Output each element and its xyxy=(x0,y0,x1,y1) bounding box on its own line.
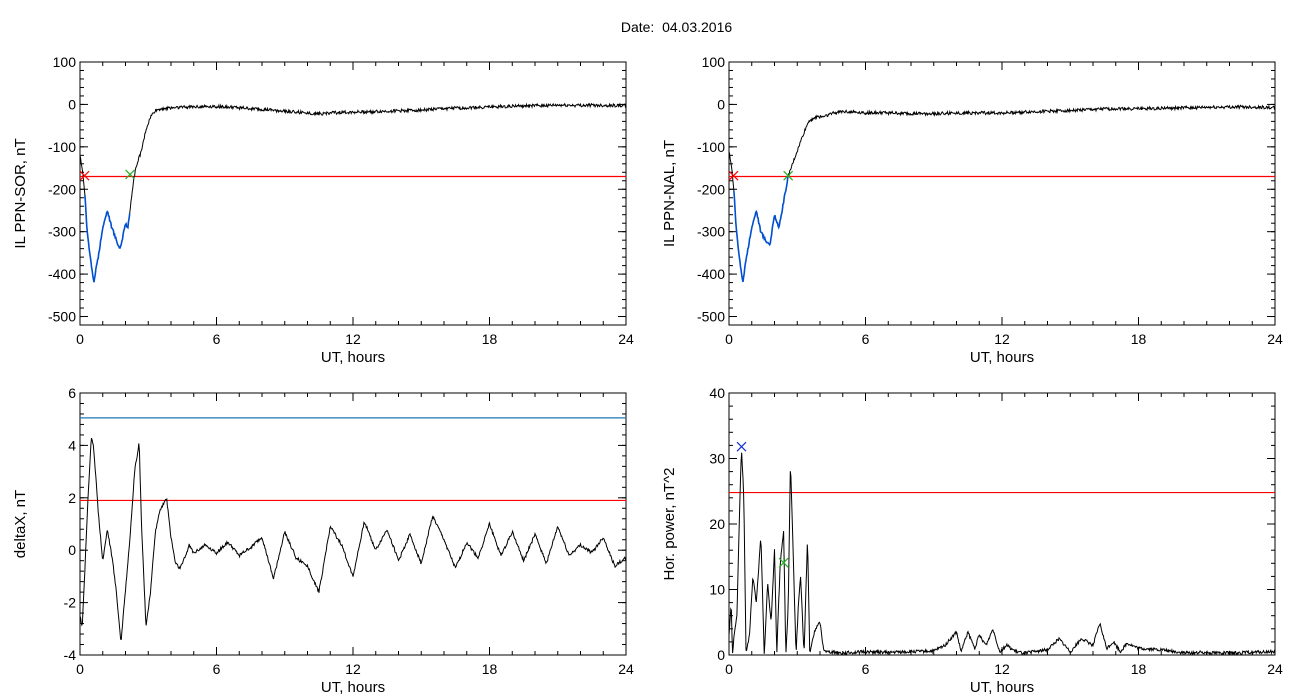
x-tick-label: 6 xyxy=(213,661,221,677)
chart-il-ppn-sor: 0 6 12 18 24 100 0 -100 -200 -300 -400 -500 UT, hour… xyxy=(12,54,634,366)
y-tick-label: 6 xyxy=(68,385,76,401)
x-tick-label: 18 xyxy=(1131,661,1147,677)
y-tick-label: -400 xyxy=(48,266,76,282)
y-tick-label: 0 xyxy=(717,96,725,112)
y-tick-label: -2 xyxy=(64,595,77,611)
y-tick-label: 30 xyxy=(709,451,725,467)
x-tick-label: 24 xyxy=(1267,661,1283,677)
plot-frame xyxy=(728,392,1276,656)
highlighted-interval-line xyxy=(84,195,131,283)
x-axis-label: UT, hours xyxy=(321,349,385,366)
plot-frame xyxy=(79,61,627,326)
plot-frame xyxy=(79,392,627,656)
x-tick-label: 0 xyxy=(725,331,733,347)
x-tick-label: 12 xyxy=(345,661,361,677)
cross-marker xyxy=(125,169,135,180)
y-tick-label: -300 xyxy=(48,224,76,240)
x-tick-label: 12 xyxy=(994,331,1010,347)
y-tick-label: -200 xyxy=(48,181,76,197)
x-axis-label: UT, hours xyxy=(970,349,1034,366)
x-tick-label: 0 xyxy=(76,331,84,347)
chart-hor-power: 0 6 12 18 24 40 30 20 10 0 UT, hours Hor. power, nT… xyxy=(661,385,1283,696)
y-tick-label: 100 xyxy=(53,54,77,70)
y-tick-label: -100 xyxy=(48,139,76,155)
cross-marker xyxy=(736,441,747,452)
y-tick-label: 0 xyxy=(717,647,725,663)
x-tick-label: 18 xyxy=(1131,331,1147,347)
x-tick-label: 24 xyxy=(1267,331,1283,347)
chart-il-ppn-nal: 0 6 12 18 24 100 0 -100 -200 -300 -400 -500 UT, hour… xyxy=(661,54,1283,366)
cross-marker xyxy=(778,557,789,568)
y-tick-label: 0 xyxy=(68,542,76,558)
data-series-line xyxy=(80,102,626,283)
x-tick-label: 18 xyxy=(482,331,498,347)
x-tick-label: 6 xyxy=(862,661,870,677)
data-series-line xyxy=(729,104,1275,282)
y-tick-label: 2 xyxy=(68,490,76,506)
y-tick-label: 4 xyxy=(68,437,76,453)
y-tick-label: 100 xyxy=(702,54,726,70)
x-tick-label: 12 xyxy=(994,661,1010,677)
y-tick-label: -500 xyxy=(48,309,76,325)
y-tick-label: 0 xyxy=(68,96,76,112)
y-axis-label: IL PPN-NAL, nT xyxy=(661,140,678,247)
y-tick-label: 10 xyxy=(709,582,725,598)
y-axis-label: Hor. power, nT^2 xyxy=(661,468,678,581)
plot-frame xyxy=(728,61,1276,326)
x-tick-label: 24 xyxy=(618,661,634,677)
x-tick-label: 12 xyxy=(345,331,361,347)
date-title: Date: 04.03.2016 xyxy=(620,19,733,35)
y-tick-label: 40 xyxy=(709,385,725,401)
x-tick-label: 0 xyxy=(76,661,84,677)
y-tick-label: -500 xyxy=(697,309,725,325)
cross-marker xyxy=(728,170,739,181)
data-series-line xyxy=(80,438,626,641)
cross-marker xyxy=(79,170,90,181)
data-series-line xyxy=(729,452,1275,655)
y-axis-label: deltaX, nT xyxy=(12,490,29,558)
chart-deltax: 0 6 12 18 24 6 4 2 0 -2 -4 UT, hours deltaX, nT xyxy=(12,385,634,696)
x-axis-label: UT, hours xyxy=(321,679,385,696)
y-tick-label: -300 xyxy=(697,224,725,240)
y-axis-label: IL PPN-SOR, nT xyxy=(12,138,29,248)
x-tick-label: 6 xyxy=(862,331,870,347)
x-tick-label: 18 xyxy=(482,661,498,677)
y-tick-label: -100 xyxy=(697,139,725,155)
y-tick-label: -4 xyxy=(64,647,77,663)
x-tick-label: 24 xyxy=(618,331,634,347)
x-axis-label: UT, hours xyxy=(970,679,1034,696)
highlighted-interval-line xyxy=(733,176,789,282)
x-tick-label: 0 xyxy=(725,661,733,677)
y-tick-label: -400 xyxy=(697,266,725,282)
y-tick-label: 20 xyxy=(709,516,725,532)
x-tick-label: 6 xyxy=(213,331,221,347)
cross-marker xyxy=(783,170,794,181)
y-tick-label: -200 xyxy=(697,181,725,197)
